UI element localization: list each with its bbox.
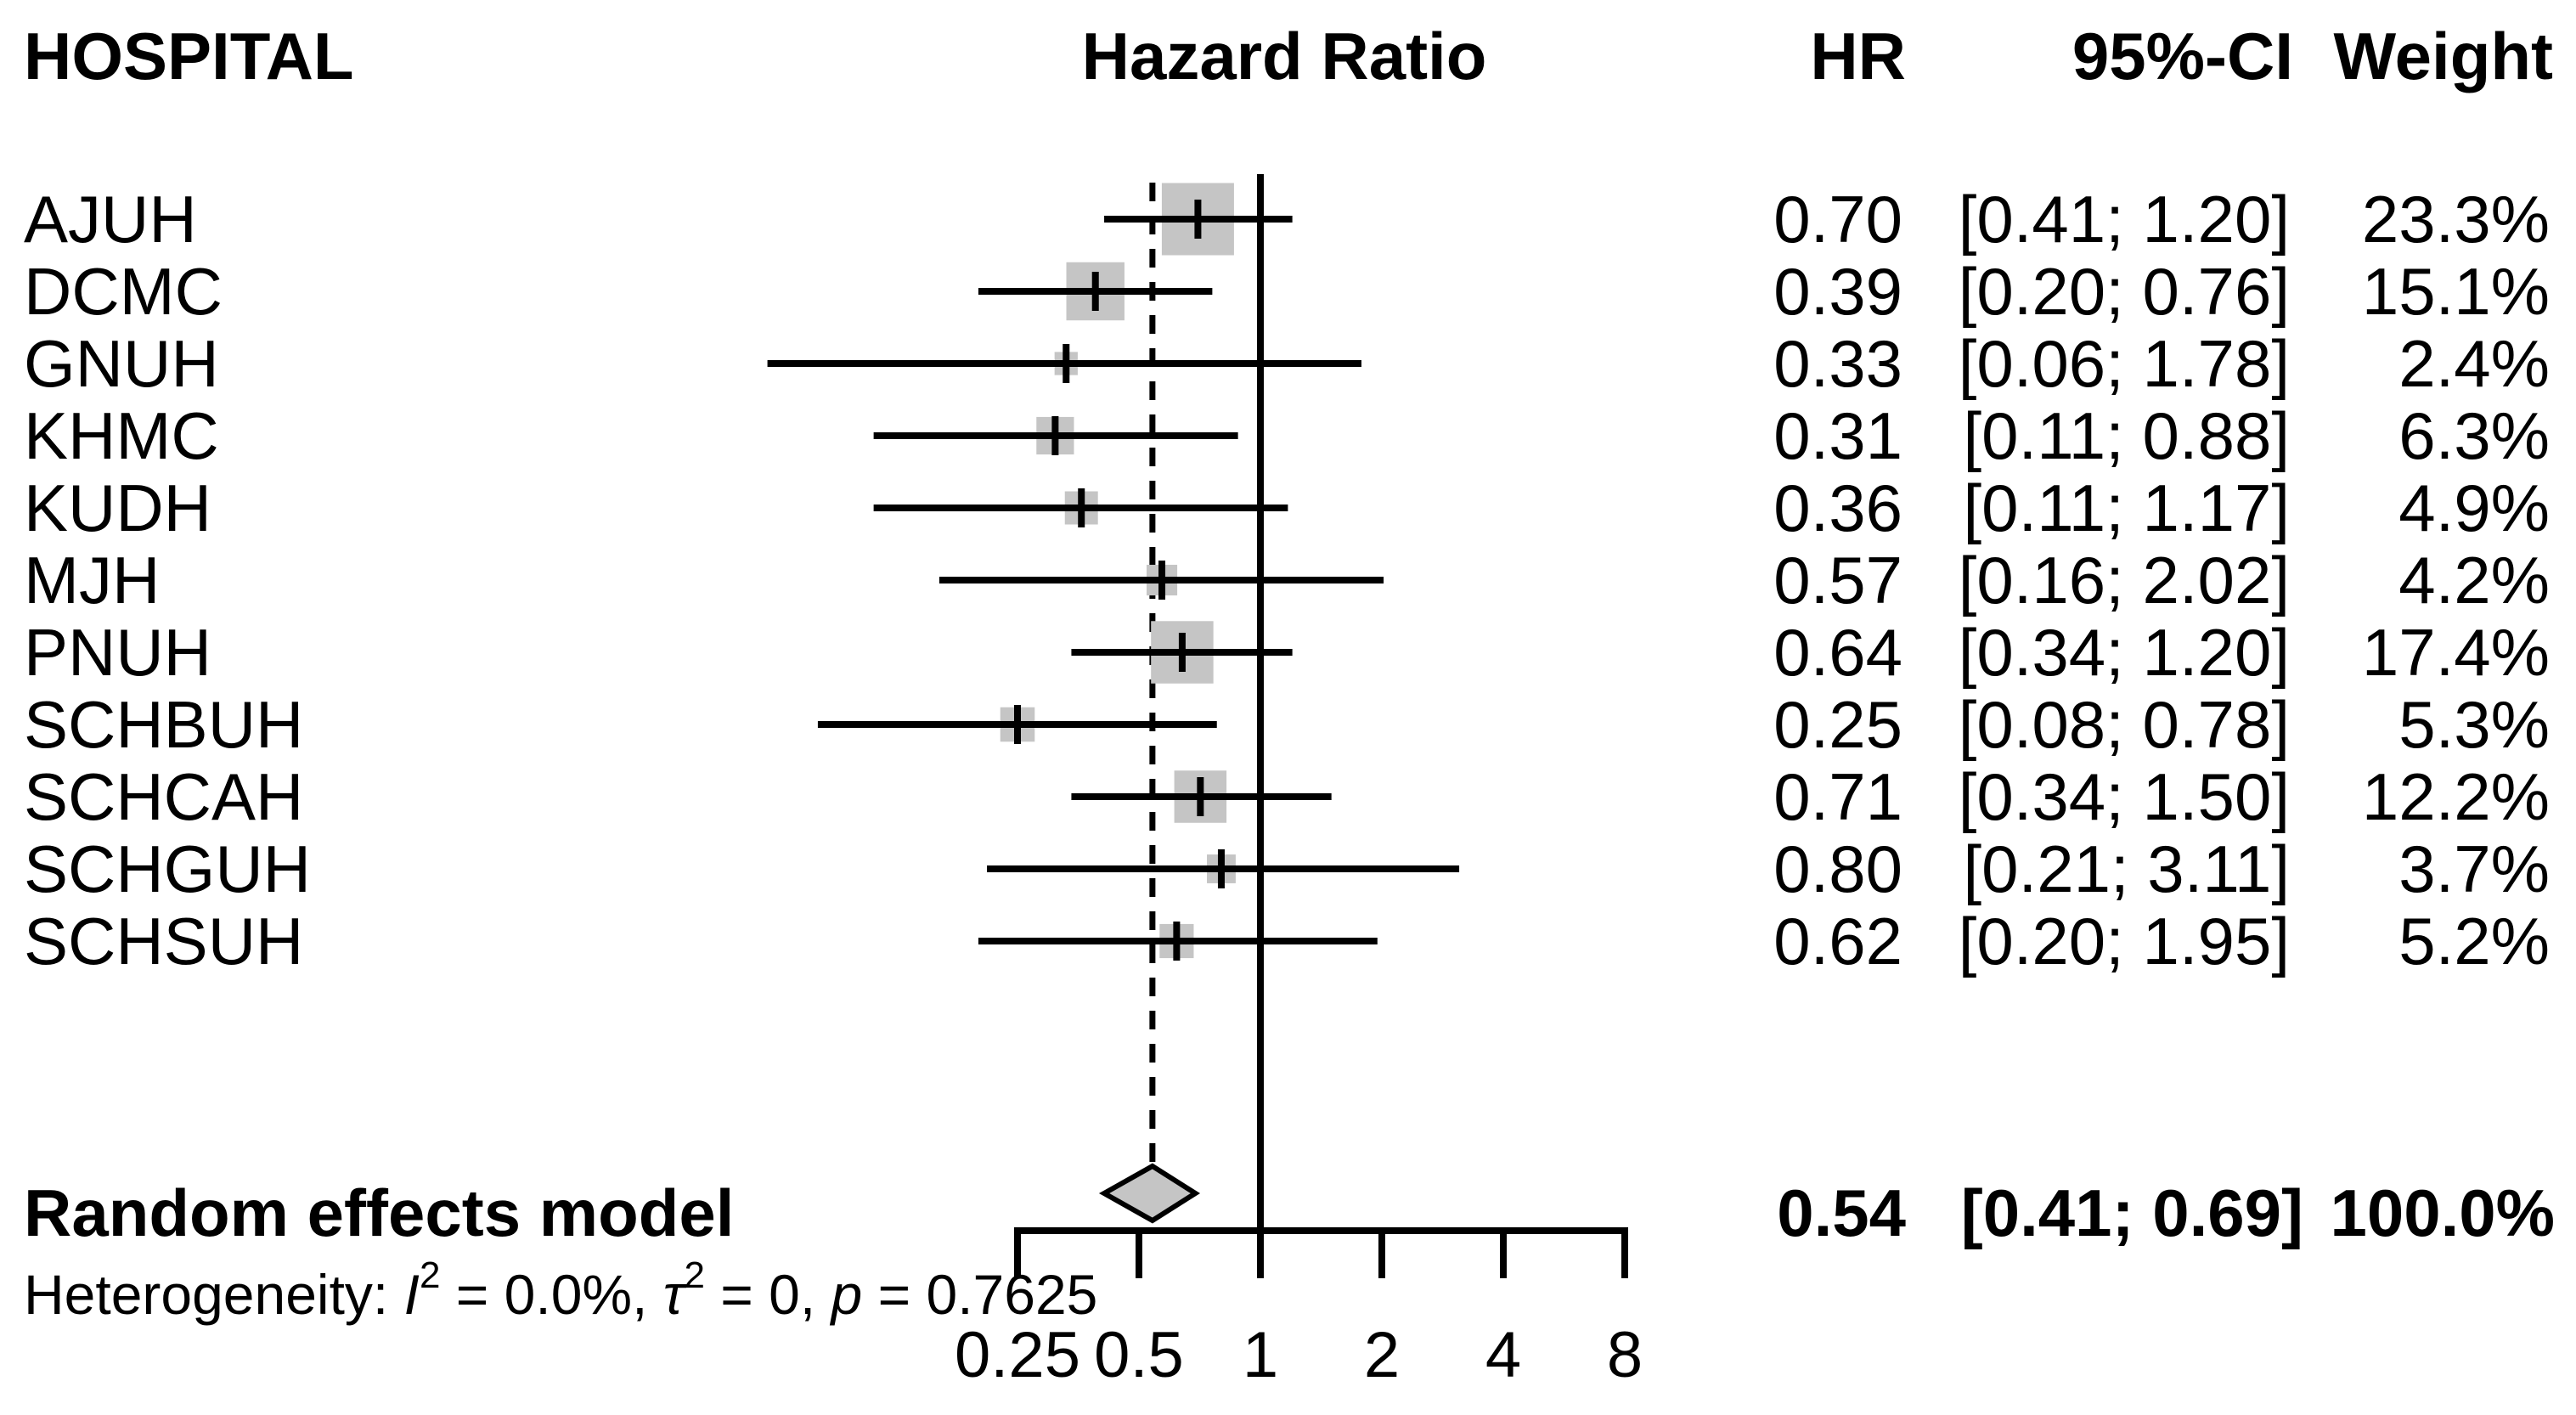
x-tick-label: 0.5: [1094, 1319, 1184, 1391]
x-tick-label: 4: [1485, 1319, 1522, 1391]
study-label: DCMC: [24, 254, 223, 329]
x-tick-label: 1: [1242, 1319, 1279, 1391]
study-hr-value: 0.71: [1773, 759, 1902, 834]
study-hr-value: 0.62: [1773, 904, 1902, 978]
study-label: AJUH: [24, 182, 197, 257]
study-hr-value: 0.33: [1773, 326, 1902, 401]
heterogeneity-note: Heterogeneity: I2 = 0.0%, τ2 = 0, p = 0.…: [24, 1257, 1097, 1323]
study-label: SCHSUH: [24, 904, 304, 978]
column-header-weight: Weight: [2333, 19, 2553, 93]
study-weight-value: 23.3%: [2361, 182, 2550, 257]
study-weight-value: 4.2%: [2398, 543, 2550, 617]
study-ci-value: [0.21; 3.11]: [1963, 832, 2290, 906]
study-hr-value: 0.64: [1773, 615, 1902, 690]
summary-diamond: [1098, 1163, 1201, 1224]
summary-hr-value: 0.54: [1777, 1175, 1906, 1250]
study-hr-value: 0.31: [1773, 398, 1902, 473]
study-hr-value: 0.36: [1773, 471, 1902, 545]
het-prefix: Heterogeneity:: [24, 1263, 404, 1326]
study-weight-value: 15.1%: [2361, 254, 2550, 329]
x-tick-label: 2: [1363, 1319, 1401, 1391]
summary-weight-value: 100.0%: [2330, 1175, 2555, 1250]
het-p-eq: = 0.7625: [862, 1263, 1098, 1326]
study-ci-value: [0.41; 1.20]: [1958, 182, 2290, 257]
study-weight-value: 5.2%: [2398, 904, 2550, 978]
study-hr-value: 0.80: [1773, 832, 1902, 906]
summary-ci-value: [0.41; 0.69]: [1960, 1175, 2303, 1250]
study-ci-value: [0.20; 1.95]: [1958, 904, 2290, 978]
study-hr-value: 0.39: [1773, 254, 1902, 329]
het-p-symbol: p: [831, 1263, 863, 1326]
study-hr-value: 0.57: [1773, 543, 1902, 617]
study-label: KUDH: [24, 471, 212, 545]
x-tick-label: 0.25: [955, 1319, 1080, 1391]
study-ci-value: [0.06; 1.78]: [1958, 326, 2290, 401]
column-header-ci: 95%-CI: [2072, 19, 2293, 93]
study-weight-value: 12.2%: [2361, 759, 2550, 834]
study-weight-value: 6.3%: [2398, 398, 2550, 473]
study-label: KHMC: [24, 398, 219, 473]
het-tau-symbol: τ: [662, 1263, 685, 1326]
study-hr-value: 0.70: [1773, 182, 1902, 257]
study-label: MJH: [24, 543, 161, 617]
het-i-eq: = 0.0%,: [440, 1263, 663, 1326]
study-weight-value: 3.7%: [2398, 832, 2550, 906]
study-ci-value: [0.20; 0.76]: [1958, 254, 2290, 329]
study-weight-value: 2.4%: [2398, 326, 2550, 401]
study-weight-value: 4.9%: [2398, 471, 2550, 545]
het-i-sup: 2: [419, 1254, 441, 1296]
column-header-plot: Hazard Ratio: [1081, 19, 1487, 93]
het-i-symbol: I: [403, 1263, 420, 1326]
study-ci-value: [0.34; 1.20]: [1958, 615, 2290, 690]
het-tau-sup: 2: [684, 1254, 705, 1296]
column-header-hr: HR: [1810, 19, 1906, 93]
column-header-study: HOSPITAL: [24, 19, 354, 93]
study-weight-value: 5.3%: [2398, 687, 2550, 762]
study-label: SCHCAH: [24, 759, 304, 834]
study-label: PNUH: [24, 615, 212, 690]
study-hr-value: 0.25: [1773, 687, 1902, 762]
study-ci-value: [0.11; 1.17]: [1963, 471, 2290, 545]
study-ci-value: [0.34; 1.50]: [1958, 759, 2290, 834]
study-label: GNUH: [24, 326, 219, 401]
study-ci-value: [0.11; 0.88]: [1963, 398, 2290, 473]
het-tau-eq: = 0,: [704, 1263, 831, 1326]
summary-label: Random effects model: [24, 1175, 735, 1250]
study-label: SCHBUH: [24, 687, 304, 762]
study-ci-value: [0.08; 0.78]: [1958, 687, 2290, 762]
study-label: SCHGUH: [24, 832, 312, 906]
study-ci-value: [0.16; 2.02]: [1958, 543, 2290, 617]
x-tick-label: 8: [1606, 1319, 1643, 1391]
study-weight-value: 17.4%: [2361, 615, 2550, 690]
